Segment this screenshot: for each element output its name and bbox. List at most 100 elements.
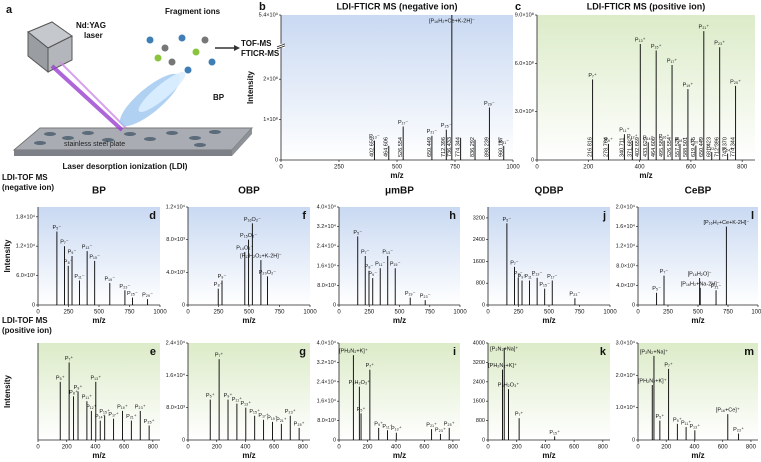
- laser-label: laser: [84, 31, 103, 40]
- plate-edge: [14, 150, 232, 156]
- peak-label: P₇⁺: [366, 362, 375, 369]
- peak-label: P₈⁺: [69, 389, 78, 396]
- row-label: (positive ion): [2, 326, 52, 335]
- peak-label: P₈⁻: [514, 271, 523, 277]
- y-tick-label: 4.0×10³: [616, 283, 635, 289]
- peak-label: P₁₉⁻: [405, 291, 416, 297]
- y-axis-label: Intensity: [246, 71, 255, 104]
- peak-label: P₁₅⁻: [390, 262, 401, 268]
- peak-label: P₁₇⁺: [258, 412, 268, 419]
- y-axis-label: Intensity: [3, 375, 12, 408]
- x-tick-label: 0: [279, 165, 283, 171]
- x-tick-label: 800: [298, 445, 309, 451]
- peak-label: P₁₁⁻: [74, 274, 84, 280]
- panel-letter: k: [600, 346, 607, 358]
- y-tick-label: 1.6×10⁴: [166, 372, 186, 379]
- axis-break: [276, 43, 286, 48]
- peak-label: P₂₅⁺: [444, 420, 455, 427]
- x-tick-label: 500: [693, 310, 704, 316]
- mz-label: 433.629: [643, 137, 649, 157]
- y-tick-label: 3.0×10⁴: [616, 339, 636, 346]
- mz-label: 774.344: [456, 137, 462, 157]
- arrow-head: [234, 45, 240, 51]
- mz-label: 898.239: [484, 137, 490, 157]
- x-tick-label: 200: [62, 445, 73, 451]
- y-axis-label: Intensity: [3, 239, 12, 272]
- x-tick-label: 750: [723, 310, 734, 316]
- peak-label: P₉⁺: [374, 420, 383, 427]
- peak-label: [P₁₆H₂O]⁻: [688, 272, 712, 278]
- peak-label: P₁₆⁺: [659, 133, 670, 140]
- x-tick-label: 200: [362, 445, 373, 451]
- peak-label: P₁₈⁺: [675, 136, 686, 143]
- y-tick-label: 0: [275, 157, 278, 163]
- peak-label: P₁₉⁻: [104, 276, 115, 282]
- peak-label: [P₂N₂+Na]⁺: [640, 348, 668, 355]
- axis-break: [276, 45, 286, 50]
- peak-label: [P₁₆+Ce]⁺: [716, 407, 740, 414]
- x-tick-label: 800: [598, 445, 609, 451]
- x-tick-label: 200: [212, 445, 223, 451]
- peak-label: P₇⁺: [65, 355, 74, 362]
- peak-label: P₈⁻: [64, 259, 73, 265]
- x-tick-label: 500: [94, 310, 105, 316]
- peak-label: P₂₀O₂⁻: [259, 270, 276, 276]
- peak-label: P₁₉⁺: [267, 414, 278, 421]
- mz-label: 495.580: [659, 137, 665, 157]
- y-tick-label: 3.2×10⁴: [317, 359, 337, 366]
- panel-letter: h: [449, 210, 456, 222]
- x-tick-label: 250: [364, 310, 375, 316]
- y-tick-label: 1600: [473, 259, 485, 265]
- mz-label: 588.501: [683, 137, 689, 157]
- y-tick-label: 2.4×10⁴: [166, 339, 186, 346]
- peak-label: P₂₃⁺: [733, 426, 744, 433]
- chart-title: μmBP: [385, 186, 414, 197]
- x-tick-label: 400: [635, 165, 646, 171]
- peak-label: P₇⁺: [588, 72, 597, 79]
- x-tick-label: 0: [36, 310, 40, 316]
- peak-label: [PH₂N₂+K]⁺: [638, 377, 667, 384]
- peak-label: P₁₅⁺: [651, 43, 662, 50]
- laser-front: [47, 35, 73, 73]
- x-axis-label: m/z: [393, 316, 406, 325]
- peak-label: P₇⁻: [361, 249, 370, 255]
- panel-letter: i: [453, 346, 456, 358]
- peak-label: P₁₃⁺: [391, 425, 402, 432]
- peak-label: P₉⁻: [368, 272, 377, 278]
- y-tick-label: 1.6×10⁴: [317, 262, 337, 269]
- plot-background: [638, 343, 758, 440]
- peak-label: [PH₂N₂+K]⁺: [488, 362, 517, 369]
- x-tick-label: 0: [486, 445, 490, 451]
- peak-label: P₁₇⁻: [398, 120, 408, 126]
- y-tick-label: 6.0×10³: [16, 273, 35, 279]
- particles: [34, 130, 221, 147]
- peak-label: P₁₇⁻: [547, 274, 557, 280]
- y-tick-label: 1.0×10⁴: [616, 404, 636, 411]
- axis-break: [277, 43, 285, 48]
- panel-letter: c: [515, 1, 521, 13]
- x-tick-label: 0: [535, 165, 539, 171]
- y-tick-label: 0: [482, 437, 485, 443]
- y-tick-label: 2.4×10⁴: [317, 378, 337, 385]
- y-tick-label: 1.8×10⁴: [16, 213, 36, 220]
- peak-label: [P₁₆H₂+Na-2H]⁻: [681, 281, 720, 287]
- x-tick-label: 250: [663, 310, 674, 316]
- y-tick-label: 2.0×10⁴: [616, 203, 636, 210]
- x-tick-label: 400: [240, 445, 251, 451]
- peak-label: P₈⁻: [214, 282, 223, 288]
- x-tick-label: 800: [148, 445, 159, 451]
- y-tick-label: 2400: [473, 379, 485, 385]
- peak-label: P₂₁⁺: [699, 24, 710, 31]
- peak-label: P₂₄⁺: [722, 146, 733, 153]
- y-tick-label: 3.2×10⁴: [317, 223, 337, 230]
- peak-label: P₇⁻: [510, 260, 519, 266]
- peak-label: P₂₅⁺: [294, 420, 305, 427]
- peak-label: P₂₃⁺: [714, 40, 725, 47]
- mz-label: 526.554: [398, 137, 404, 157]
- x-tick-label: 400: [689, 445, 700, 451]
- mz-label: 402.659: [635, 137, 641, 157]
- fragment-label: Fragment ions: [165, 7, 221, 16]
- x-axis-label: m/z: [242, 316, 255, 325]
- row-label: LDI-TOF MS: [2, 173, 48, 182]
- peak-label: P₁₁⁺: [232, 396, 242, 403]
